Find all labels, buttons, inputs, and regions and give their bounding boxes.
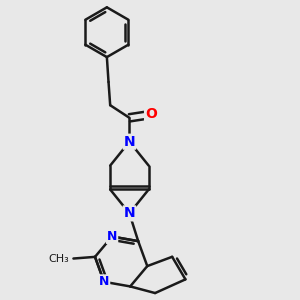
Text: N: N <box>99 275 109 288</box>
Text: N: N <box>124 206 135 220</box>
Text: N: N <box>107 230 117 243</box>
Text: CH₃: CH₃ <box>49 254 69 263</box>
Text: O: O <box>145 107 157 122</box>
Text: N: N <box>124 135 135 149</box>
